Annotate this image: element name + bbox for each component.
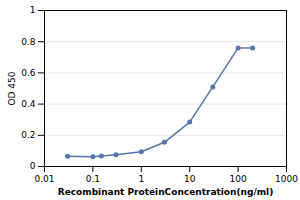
svg-text:1: 1 xyxy=(138,174,144,184)
svg-text:0.01: 0.01 xyxy=(34,174,54,184)
svg-text:0.4: 0.4 xyxy=(21,99,36,109)
svg-text:0.2: 0.2 xyxy=(21,130,35,140)
svg-text:0: 0 xyxy=(30,161,36,171)
svg-text:OD 450: OD 450 xyxy=(7,71,17,105)
svg-text:0.6: 0.6 xyxy=(21,68,36,78)
svg-text:1: 1 xyxy=(30,5,36,15)
svg-text:100: 100 xyxy=(230,174,247,184)
svg-text:0.1: 0.1 xyxy=(86,174,100,184)
svg-text:10: 10 xyxy=(184,174,196,184)
svg-text:1000: 1000 xyxy=(275,174,298,184)
svg-text:0.8: 0.8 xyxy=(21,37,36,47)
svg-text:Recombinant ProteinConcentrati: Recombinant ProteinConcentration(ng/ml) xyxy=(58,187,274,197)
